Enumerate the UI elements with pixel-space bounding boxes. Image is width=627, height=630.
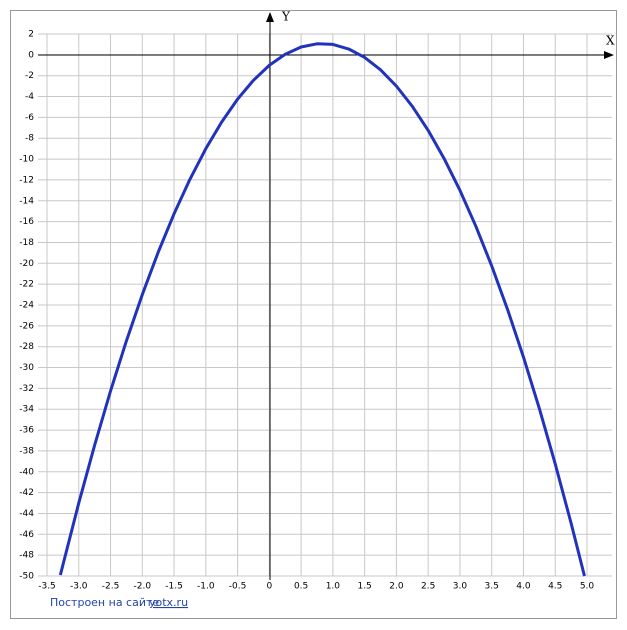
y-tick-label: -32 (19, 384, 34, 394)
x-tick-label: -3.5 (38, 582, 56, 592)
x-tick-label: 2.0 (389, 582, 404, 592)
x-tick-label: -1.0 (197, 582, 215, 592)
y-tick-label: 0 (28, 50, 34, 60)
y-tick-label: -34 (19, 405, 34, 415)
y-tick-label: -44 (19, 509, 34, 519)
grid (38, 33, 612, 577)
y-tick-label: -36 (19, 426, 34, 436)
footer-link[interactable]: yotx.ru (149, 596, 188, 609)
x-tick-label: -0.5 (229, 582, 247, 592)
x-tick-label: -2.0 (134, 582, 152, 592)
y-tick-label: -4 (25, 92, 34, 102)
y-axis-label: Y (281, 10, 291, 24)
x-tick-label: 1.5 (357, 582, 371, 592)
x-tick-label: 0.5 (294, 582, 308, 592)
curve (58, 42, 586, 577)
x-tick-label: 2.5 (421, 582, 435, 592)
y-tick-label: -48 (19, 551, 34, 561)
y-tick-label: -46 (19, 530, 34, 540)
x-tick-label: 4.0 (516, 582, 531, 592)
frame (10, 10, 617, 619)
y-tick-label: -2 (25, 71, 34, 81)
y-tick-label: -50 (19, 572, 34, 582)
y-tick-label: 2 (28, 30, 34, 40)
y-tick-label: -6 (25, 113, 34, 123)
x-tick-label: 1.0 (326, 582, 341, 592)
x-tick-label: 5.0 (580, 582, 595, 592)
x-tick-label: 3.5 (485, 582, 499, 592)
y-tick-label: -14 (19, 196, 34, 206)
x-tick-label: -1.5 (165, 582, 183, 592)
y-tick-label: -20 (19, 259, 34, 269)
y-tick-label: -42 (19, 488, 34, 498)
y-tick-label: -40 (19, 467, 34, 477)
y-tick-label: -22 (19, 280, 34, 290)
x-arrow (604, 51, 614, 59)
y-arrow (266, 12, 274, 22)
y-tick-label: -18 (19, 238, 34, 248)
footer: Построен на сайте (50, 596, 159, 609)
y-tick-label: -12 (19, 175, 34, 185)
y-tick-label: -28 (19, 342, 34, 352)
y-tick-label: -10 (19, 155, 34, 165)
y-tick-label: -16 (19, 217, 34, 227)
x-tick-label: 3.0 (453, 582, 468, 592)
x-tick-label: 4.5 (548, 582, 562, 592)
x-tick-label: -3.0 (70, 582, 88, 592)
y-tick-label: -8 (25, 134, 34, 144)
y-tick-label: -38 (19, 446, 34, 456)
x-tick-label: -2.5 (102, 582, 120, 592)
y-tick-label: -26 (19, 321, 34, 331)
y-tick-label: -24 (19, 301, 34, 311)
x-axis-label: X (606, 34, 615, 48)
y-tick-label: -30 (19, 363, 34, 373)
x-tick-label: 0 (266, 582, 272, 592)
